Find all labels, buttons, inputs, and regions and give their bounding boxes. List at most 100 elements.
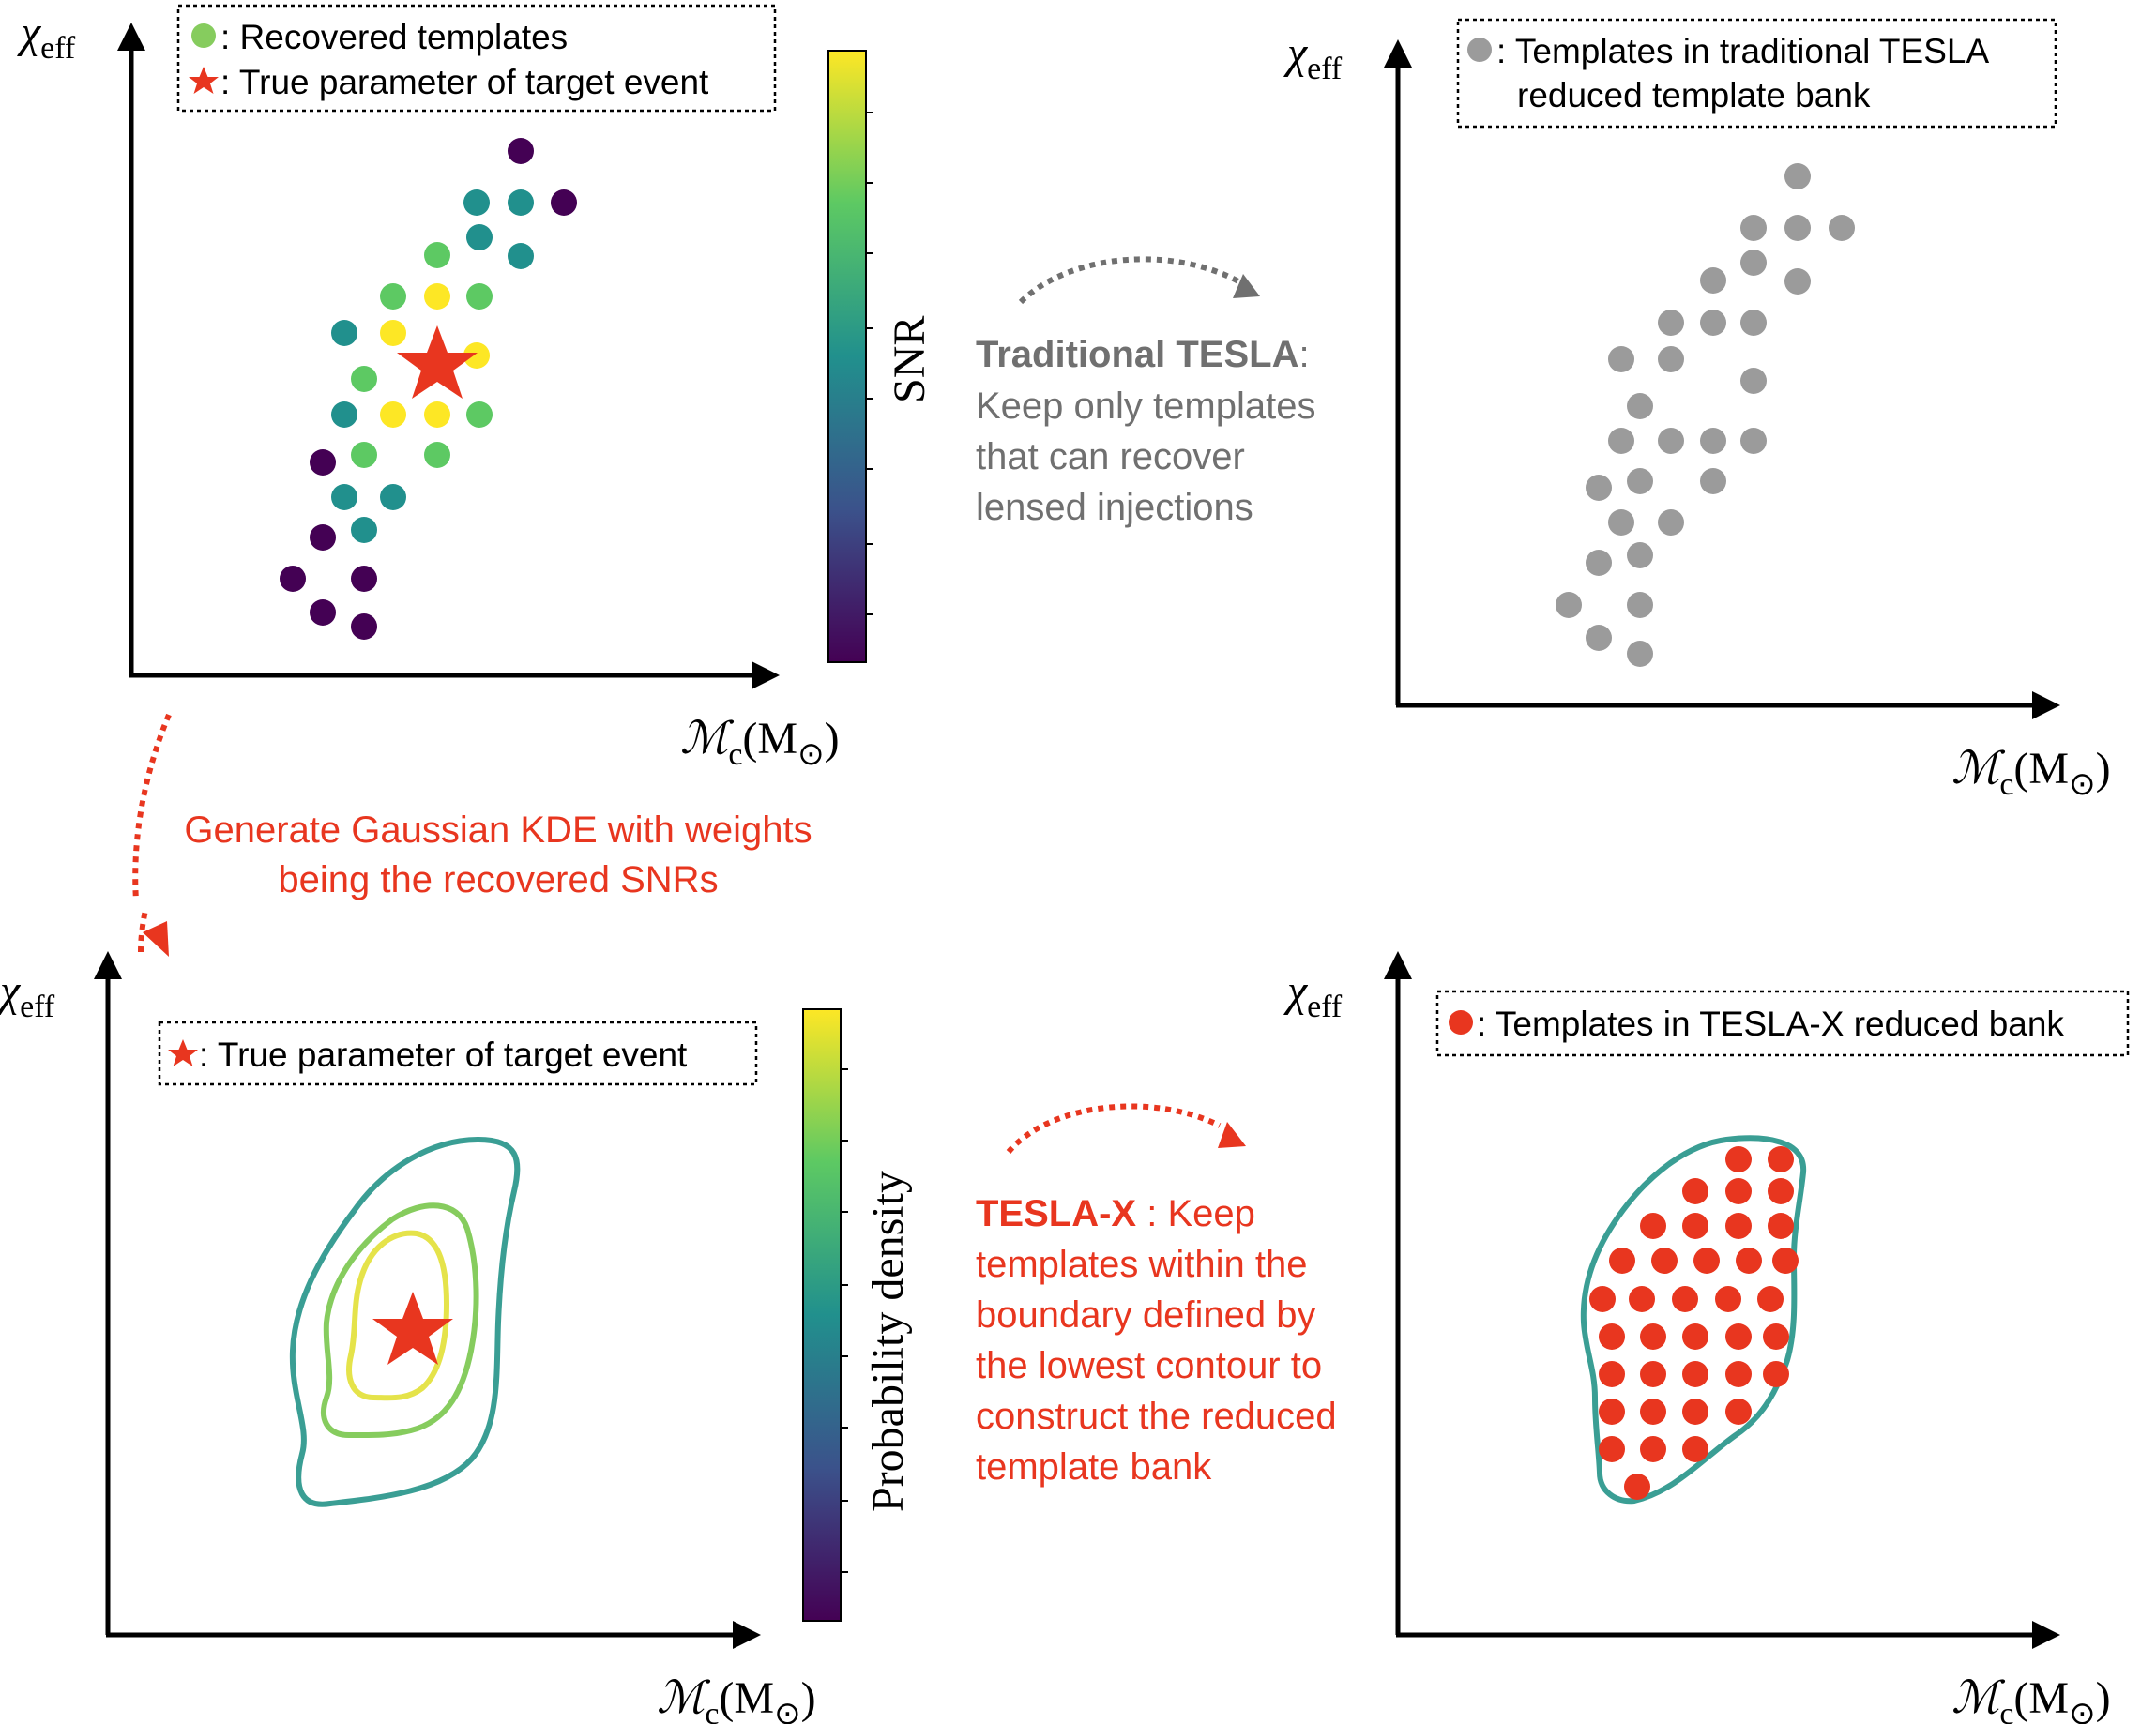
template-point — [1682, 1323, 1708, 1350]
template-point — [1627, 592, 1653, 618]
template-point — [351, 517, 377, 543]
template-point — [1556, 592, 1582, 618]
template-point — [1627, 641, 1653, 667]
template-point — [1627, 542, 1653, 568]
template-point — [351, 566, 377, 592]
template-point — [310, 524, 336, 551]
traditional-tesla-title: Traditional TESLA: — [976, 334, 1310, 375]
template-point — [1784, 163, 1811, 189]
template-point — [1640, 1399, 1666, 1425]
template-point — [1784, 215, 1811, 241]
annotation-teslax: TESLA-X : Keep templates within the boun… — [976, 1193, 1337, 1488]
traditional-templates — [1556, 163, 1855, 667]
template-point — [463, 342, 490, 369]
traditional-line2: Keep only templates — [976, 386, 1315, 427]
teslax-line5: construct the reduced — [976, 1396, 1337, 1437]
kde-contours — [289, 1136, 521, 1507]
template-point — [1693, 1248, 1720, 1274]
kde-contour-inner — [346, 1230, 450, 1401]
template-point — [1586, 625, 1612, 651]
traditional-line3: that can recover — [976, 436, 1245, 477]
template-point — [508, 189, 534, 216]
template-point — [1658, 346, 1684, 372]
template-point — [1608, 428, 1634, 454]
template-point — [1640, 1323, 1666, 1350]
teslax-line1: TESLA-X : Keep — [976, 1193, 1255, 1234]
legend-gray-marker — [1467, 38, 1492, 62]
template-point — [1772, 1248, 1799, 1274]
template-point — [1725, 1146, 1752, 1172]
template-point — [1757, 1286, 1784, 1312]
template-point — [1599, 1323, 1625, 1350]
template-point — [380, 401, 406, 428]
template-point — [280, 566, 306, 592]
template-point — [466, 283, 493, 310]
template-point — [1629, 1286, 1655, 1312]
template-point — [1740, 310, 1767, 336]
template-point — [424, 283, 450, 310]
recovered-templates — [280, 138, 577, 640]
template-point — [1640, 1213, 1666, 1239]
template-point — [310, 599, 336, 626]
template-point — [1700, 468, 1726, 494]
arrow-teslax — [1006, 1103, 1246, 1154]
legend-teslax-bank: : Templates in TESLA-X reduced bank — [1477, 1005, 2064, 1043]
template-point — [351, 442, 377, 468]
kde-line2: being the recovered SNRs — [278, 859, 718, 900]
template-point — [380, 484, 406, 510]
legend-star-icon — [189, 67, 219, 94]
x-axis-label: ℳc(M⊙) — [680, 714, 840, 772]
template-point — [1682, 1178, 1708, 1204]
template-point — [1672, 1286, 1698, 1312]
template-point — [1763, 1361, 1789, 1387]
legend-box — [1435, 990, 2130, 1057]
template-point — [466, 401, 493, 428]
colorbar-ticks — [841, 1068, 848, 1573]
panel-top-left: χeff ℳc(M⊙) : Recovered templates : True… — [17, 4, 934, 772]
teslax-line4: the lowest contour to — [976, 1345, 1322, 1386]
template-point — [1624, 1474, 1650, 1500]
template-point — [1715, 1286, 1741, 1312]
x-axis-label: ℳc(M⊙) — [1951, 1673, 2111, 1724]
arrow-kde — [132, 713, 172, 957]
template-point — [1740, 428, 1767, 454]
template-point — [1682, 1361, 1708, 1387]
template-point — [424, 401, 450, 428]
template-point — [1829, 215, 1855, 241]
template-point — [351, 366, 377, 392]
template-point — [1599, 1436, 1625, 1462]
panel-bottom-right: χeff ℳc(M⊙) : Templates in TESLA-X reduc… — [1283, 951, 2130, 1724]
true-parameter-star-icon — [397, 325, 478, 399]
template-point — [1725, 1213, 1752, 1239]
template-point — [508, 138, 534, 164]
template-point — [1586, 550, 1612, 576]
y-axis-label: χeff — [1283, 966, 1343, 1024]
snr-colorbar — [827, 50, 867, 663]
template-point — [1725, 1323, 1752, 1350]
template-point — [1682, 1436, 1708, 1462]
template-point — [508, 243, 534, 269]
template-point — [380, 320, 406, 346]
template-point — [463, 189, 490, 216]
template-point — [424, 242, 450, 268]
template-point — [424, 442, 450, 468]
teslax-boundary — [1580, 1135, 1807, 1505]
colorbar-label-snr: SNR — [885, 316, 934, 403]
template-point — [1658, 509, 1684, 536]
template-point — [331, 401, 357, 428]
template-point — [1740, 368, 1767, 394]
annotation-traditional: Traditional TESLA: Keep only templates t… — [976, 334, 1315, 528]
teslax-line3: boundary defined by — [976, 1294, 1316, 1336]
template-point — [1682, 1213, 1708, 1239]
template-point — [466, 224, 493, 250]
legend-box — [158, 1021, 758, 1086]
legend-star-icon — [168, 1039, 198, 1066]
template-point — [1784, 268, 1811, 295]
colorbar-ticks — [866, 112, 873, 615]
legend-recovered-templates: : Recovered templates — [220, 18, 568, 56]
template-point — [1725, 1361, 1752, 1387]
template-point — [1658, 428, 1684, 454]
template-point — [1700, 267, 1726, 294]
template-point — [1740, 250, 1767, 276]
